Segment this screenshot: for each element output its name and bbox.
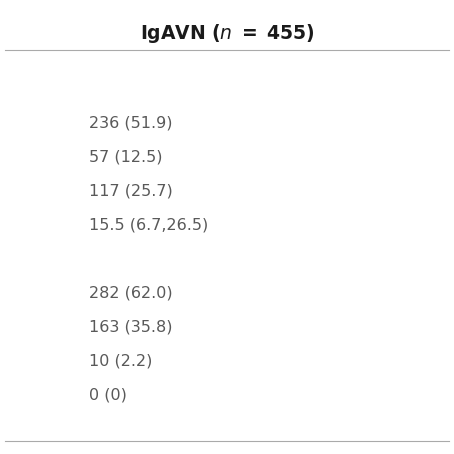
Text: 117 (25.7): 117 (25.7): [89, 183, 172, 198]
Text: 236 (51.9): 236 (51.9): [89, 115, 172, 130]
Text: 282 (62.0): 282 (62.0): [89, 285, 172, 300]
Text: 0 (0): 0 (0): [89, 387, 126, 402]
Text: $\bf{IgAVN\ (}$$\it{n}$$\bf{\ =\ 455)}$: $\bf{IgAVN\ (}$$\it{n}$$\bf{\ =\ 455)}$: [139, 22, 315, 45]
Text: 163 (35.8): 163 (35.8): [89, 319, 172, 334]
Text: 10 (2.2): 10 (2.2): [89, 353, 152, 368]
Text: 57 (12.5): 57 (12.5): [89, 149, 162, 164]
Text: 15.5 (6.7,26.5): 15.5 (6.7,26.5): [89, 217, 208, 232]
